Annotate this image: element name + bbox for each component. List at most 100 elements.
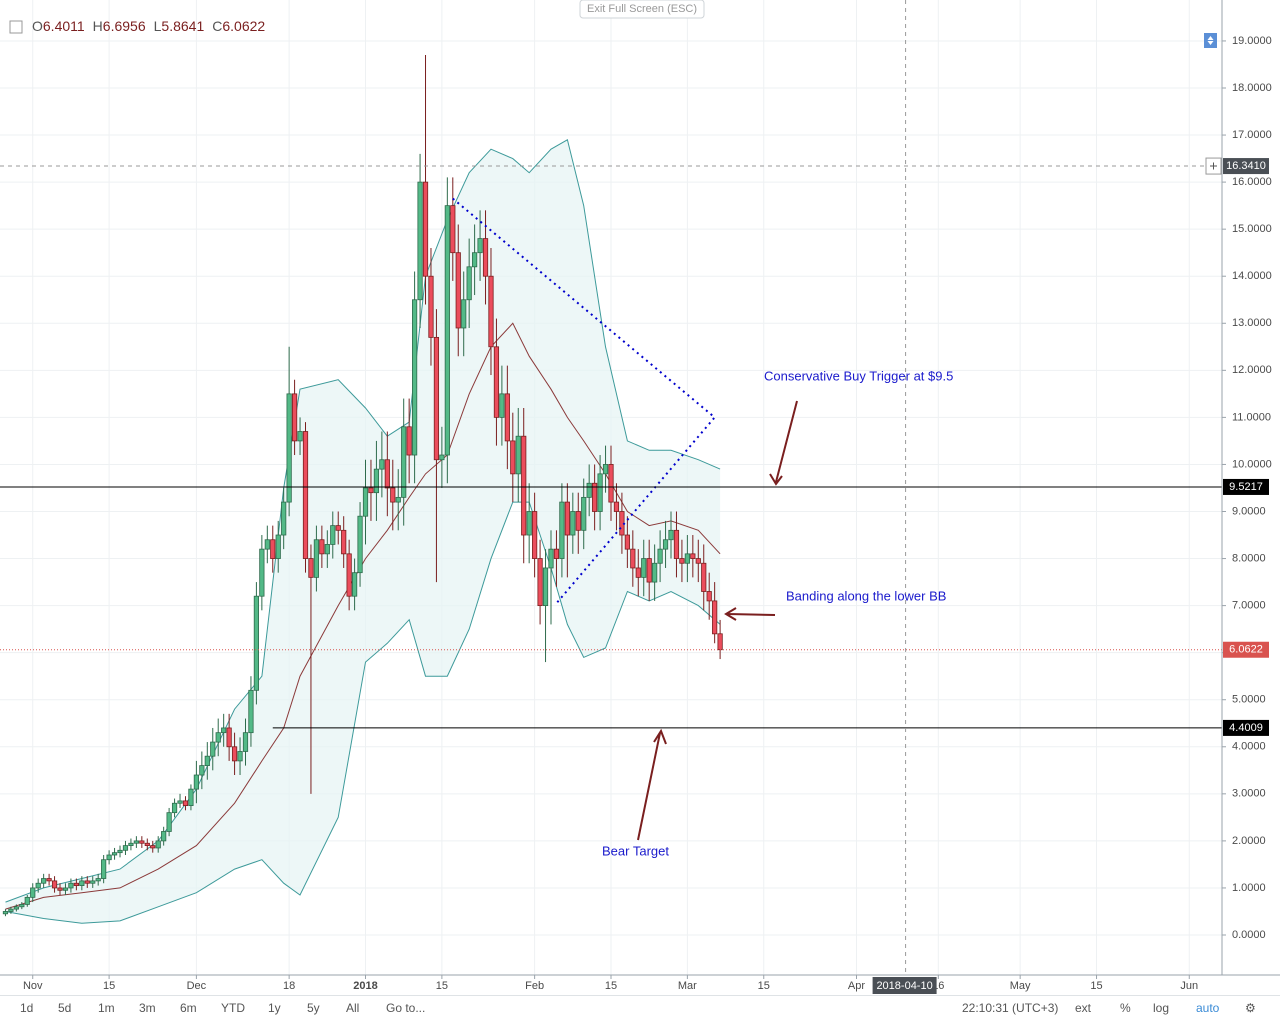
- range-button[interactable]: 1y: [268, 1001, 281, 1015]
- option-button[interactable]: log: [1153, 1001, 1170, 1015]
- range-button[interactable]: 5y: [307, 1001, 320, 1015]
- candle-body: [286, 393, 292, 503]
- candle-body: [319, 539, 325, 555]
- range-button[interactable]: All: [346, 1001, 360, 1015]
- arrows: [637, 400, 798, 841]
- candle-body: [144, 842, 150, 846]
- option-button[interactable]: ext: [1075, 1001, 1092, 1015]
- range-button[interactable]: 3m: [139, 1001, 156, 1015]
- candle-body: [537, 558, 543, 607]
- exit-button-box[interactable]: [579, 0, 705, 19]
- candle-body: [488, 275, 494, 348]
- scale-icon[interactable]: [1204, 33, 1217, 48]
- candle-body: [46, 878, 52, 882]
- annotation: Conservative Buy Trigger at $9.5: [764, 368, 953, 383]
- x-tick-label: 15: [103, 980, 115, 992]
- ohlc-legend: O6.4011 H6.6956 L5.8641 C6.0622: [32, 18, 265, 34]
- y-tick-label: 1.0000: [1232, 882, 1266, 894]
- ohlc-letter: O: [32, 18, 43, 34]
- range-button[interactable]: 6m: [180, 1001, 197, 1015]
- candle-body: [406, 426, 412, 456]
- candle-body: [564, 501, 570, 536]
- candle-body: [351, 572, 358, 597]
- y-tick-label: 8.0000: [1232, 552, 1266, 564]
- y-tick-label: 5.0000: [1232, 694, 1266, 706]
- range-button[interactable]: 1d: [20, 1001, 34, 1015]
- annotation: Bear Target: [602, 843, 669, 858]
- range-button[interactable]: 5d: [58, 1001, 72, 1015]
- candle-body: [210, 741, 216, 757]
- candle-body: [422, 181, 429, 277]
- y-tick-label: 2.0000: [1232, 835, 1266, 847]
- candle-body: [41, 878, 47, 884]
- candle-body: [482, 238, 489, 277]
- y-tick-label: 12.0000: [1232, 364, 1272, 376]
- candle-body: [8, 908, 14, 912]
- candle-body: [150, 845, 156, 849]
- arrow-bear: [637, 728, 667, 841]
- candle-body: [357, 515, 363, 574]
- ohlc-value: 6.0622: [222, 18, 265, 34]
- exit-button[interactable]: Exit Full Screen (ESC): [587, 3, 697, 15]
- add-icon: [1210, 162, 1217, 170]
- x-tick-label: 15: [1090, 980, 1102, 992]
- indicator-line: [5, 501, 721, 924]
- option-button[interactable]: auto: [1196, 1001, 1220, 1015]
- candle-body: [428, 275, 434, 338]
- candle-body: [166, 812, 172, 832]
- candle-body: [237, 751, 243, 762]
- candle-body: [662, 539, 669, 550]
- candle-body: [341, 529, 347, 555]
- ohlc-value: 6.6956: [103, 18, 146, 34]
- candle-body: [444, 205, 450, 456]
- candle-body: [559, 501, 565, 559]
- candle-body: [330, 525, 336, 545]
- y-tick-label: 13.0000: [1232, 317, 1272, 329]
- candle-body: [2, 911, 9, 915]
- candle-body: [79, 880, 85, 886]
- option-button[interactable]: %: [1120, 1001, 1131, 1015]
- arrow-buy: [769, 400, 798, 486]
- candle-body: [450, 205, 456, 254]
- candle-body: [712, 600, 718, 635]
- candle-body: [542, 567, 549, 607]
- candle-body: [106, 854, 112, 861]
- settings-icon[interactable]: ⚙: [1245, 1001, 1256, 1015]
- candle-body: [635, 567, 641, 578]
- candle-body: [13, 906, 19, 910]
- candle-body: [439, 454, 445, 461]
- candle-body: [188, 788, 194, 806]
- axes: 0.00001.00002.00003.00004.00005.00006.00…: [23, 35, 1272, 994]
- candle-body: [346, 553, 352, 597]
- scale-icon-arrows: [1207, 36, 1214, 45]
- candle-body: [602, 464, 609, 475]
- candle-body: [221, 727, 227, 734]
- candle-body: [586, 482, 592, 498]
- candle-body: [90, 880, 96, 884]
- collapse-icon[interactable]: [9, 20, 23, 34]
- candle-body: [466, 266, 472, 301]
- candle-body: [384, 459, 390, 489]
- candle-body: [499, 393, 505, 418]
- candle-body: [472, 252, 478, 268]
- candle-body: [510, 440, 516, 475]
- price-tag: [1223, 719, 1269, 736]
- price-tag-label: 4.4009: [1229, 722, 1263, 734]
- candle-body: [313, 539, 320, 578]
- range-button[interactable]: 1m: [98, 1001, 115, 1015]
- ohlc-value: 5.8641: [161, 18, 204, 34]
- x-tick-label: May: [1010, 980, 1031, 992]
- candle-body: [275, 534, 281, 559]
- candle-body: [515, 435, 521, 475]
- y-tick-label: 17.0000: [1232, 129, 1272, 141]
- candle-body: [231, 746, 238, 762]
- candle-body: [264, 539, 270, 550]
- candle-body: [128, 842, 134, 846]
- candle-body: [581, 496, 587, 531]
- candle-body: [575, 511, 581, 531]
- candle-body: [532, 511, 538, 559]
- clock: 22:10:31 (UTC+3): [962, 1001, 1059, 1015]
- goto-button[interactable]: Go to...: [386, 1001, 426, 1015]
- range-button[interactable]: YTD: [221, 1001, 245, 1015]
- candle-body: [570, 511, 576, 536]
